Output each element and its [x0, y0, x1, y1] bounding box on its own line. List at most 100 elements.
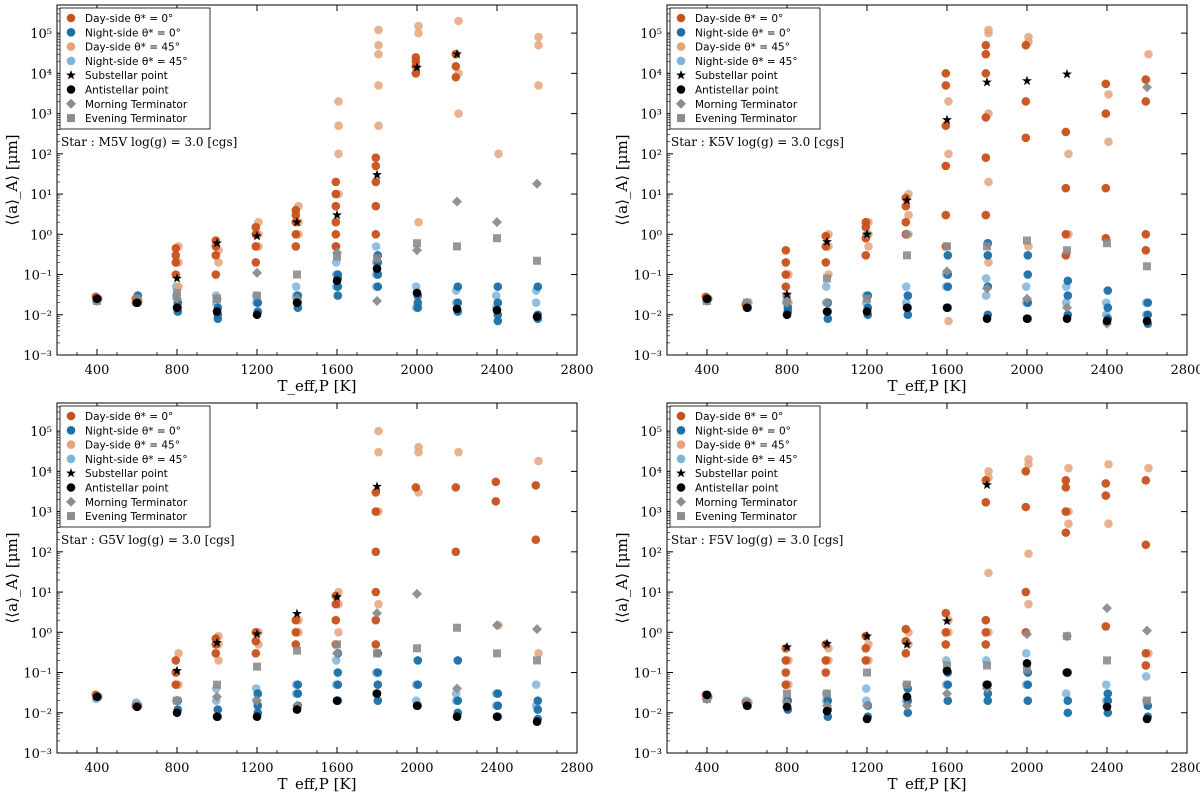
data-point-day0: [781, 258, 791, 267]
data-point-day0: [171, 251, 181, 260]
legend-label-morning: Morning Terminator: [85, 99, 188, 111]
data-point-substellar: [942, 615, 952, 626]
data-point-day0: [1101, 491, 1111, 500]
data-point-substellar: [212, 238, 222, 248]
data-point-evening: [1143, 696, 1151, 705]
series-antistellar: [702, 658, 1152, 724]
data-point-day0: [1021, 133, 1031, 143]
data-point-day0: [1141, 97, 1151, 106]
data-point-day45: [534, 40, 543, 50]
data-point-antistellar: [132, 298, 142, 307]
data-point-day45: [904, 210, 913, 220]
data-point-substellar: [332, 209, 342, 220]
data-point-night0: [1103, 303, 1113, 312]
legend-label-evening: Evening Terminator: [695, 511, 798, 523]
data-point-night0: [1103, 286, 1113, 295]
y-axis-label: ⟨⟨a⟩_A⟩ [μm]: [3, 134, 21, 225]
data-point-day0: [171, 258, 181, 267]
data-point-night0: [983, 251, 993, 260]
data-point-day0: [1021, 40, 1031, 50]
data-point-morning: [492, 217, 502, 228]
y-tick-label: 10⁴: [640, 67, 662, 82]
legend-marker-antistellar: [66, 85, 76, 94]
data-point-day0: [371, 507, 381, 516]
data-point-day0: [901, 624, 911, 634]
data-point-night0: [1143, 298, 1153, 307]
legend-label-night0: Night-side θ* = 0°: [85, 425, 181, 437]
data-point-substellar: [172, 273, 182, 283]
data-point-day0: [1141, 661, 1151, 670]
data-point-day0: [1061, 229, 1071, 239]
data-point-substellar: [372, 481, 382, 491]
data-point-antistellar: [822, 307, 832, 316]
data-point-day0: [1021, 587, 1031, 597]
data-point-day0: [981, 49, 991, 59]
legend-marker-day0: [676, 411, 686, 421]
data-point-evening: [493, 234, 501, 243]
data-point-day0: [981, 615, 991, 625]
data-point-night0: [453, 696, 463, 705]
y-axis-label: ⟨⟨a⟩_A⟩ [μm]: [3, 532, 21, 623]
data-point-day45: [174, 282, 183, 291]
data-point-evening: [823, 274, 831, 283]
data-point-day45: [944, 316, 953, 326]
data-point-day45: [334, 627, 343, 637]
data-point-day45: [214, 656, 223, 665]
legend-marker-evening: [677, 512, 685, 521]
data-point-antistellar: [492, 305, 502, 315]
y-tick-label: 10³: [30, 506, 52, 521]
data-point-day45: [454, 16, 463, 26]
x-axis-label: T_eff,P [K]: [887, 775, 966, 792]
data-point-evening: [533, 256, 541, 265]
data-point-day0: [1061, 183, 1071, 193]
x-tick-label: 2400: [1090, 761, 1123, 776]
data-point-day0: [781, 680, 791, 689]
legend-marker-morning: [676, 98, 686, 109]
legend-marker-substellar: [66, 468, 76, 478]
y-tick-label: 10⁻³: [633, 747, 662, 762]
legend-marker-day0: [66, 13, 76, 23]
y-tick-label: 10²: [640, 546, 662, 561]
legend-label-substellar: Substellar point: [695, 70, 778, 82]
data-point-night45: [1061, 689, 1071, 698]
data-point-night0: [1063, 291, 1073, 300]
y-tick-label: 10¹: [30, 586, 52, 601]
data-point-night45: [981, 274, 991, 283]
data-point-day0: [371, 161, 381, 171]
data-point-substellar: [212, 637, 222, 647]
data-point-antistellar: [782, 702, 792, 712]
data-point-substellar: [982, 479, 992, 490]
data-point-day0: [1021, 97, 1031, 106]
legend-label-day45: Day-side θ* = 45°: [695, 440, 790, 452]
data-point-morning: [172, 695, 182, 706]
data-point-night0: [943, 251, 953, 260]
data-point-evening: [293, 270, 301, 279]
data-point-substellar: [902, 639, 912, 649]
legend-marker-night0: [66, 426, 76, 435]
series-substellar: [782, 69, 1072, 299]
data-point-antistellar: [942, 666, 952, 676]
data-point-day0: [291, 242, 301, 251]
star-annotation: Star : M5V log(g) = 3.0 [cgs]: [61, 135, 237, 149]
legend-label-evening: Evening Terminator: [695, 113, 798, 125]
data-point-day45: [494, 149, 503, 159]
star-annotation: Star : F5V log(g) = 3.0 [cgs]: [671, 533, 843, 547]
data-point-day0: [981, 153, 991, 163]
data-point-evening: [1023, 665, 1031, 674]
data-point-evening: [333, 640, 341, 649]
data-point-night45: [371, 242, 381, 251]
x-tick-label: 2800: [1170, 363, 1200, 378]
data-point-day0: [411, 53, 421, 62]
data-point-night0: [533, 696, 543, 705]
data-point-night0: [333, 668, 343, 677]
x-tick-label: 800: [165, 363, 190, 378]
data-point-evening: [373, 254, 381, 263]
data-point-day0: [1061, 483, 1071, 492]
star-annotation: Star : K5V log(g) = 3.0 [cgs]: [671, 135, 844, 149]
data-point-night0: [1103, 689, 1113, 698]
x-tick-label: 2400: [1090, 363, 1123, 378]
data-point-day0: [491, 477, 501, 487]
y-tick-label: 10⁰: [640, 626, 662, 641]
data-point-day0: [1141, 475, 1151, 485]
data-point-day0: [211, 270, 221, 279]
